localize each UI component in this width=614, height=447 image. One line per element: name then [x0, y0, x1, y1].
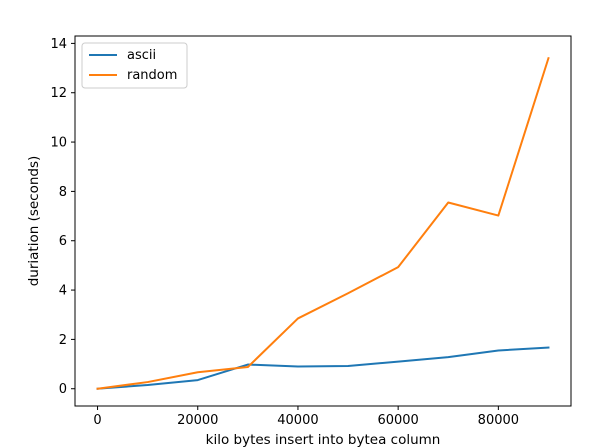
- y-tick-label: 8: [59, 185, 67, 200]
- y-axis-ticks: 0 2 4 6 8 10 12 14: [50, 37, 75, 397]
- plot-area: [75, 36, 571, 406]
- y-tick-label: 10: [50, 136, 67, 151]
- x-axis-label: kilo bytes insert into bytea column: [206, 432, 441, 447]
- legend: ascii random: [81, 42, 188, 89]
- x-axis-ticks: 0 20000 40000 60000 80000: [93, 406, 519, 428]
- x-tick-label: 80000: [478, 413, 519, 428]
- x-tick-label: 20000: [177, 413, 218, 428]
- legend-label-random: random: [127, 68, 177, 83]
- y-tick-label: 6: [59, 234, 67, 249]
- y-axis-label: duriation (seconds): [26, 156, 42, 287]
- x-tick-label: 60000: [377, 413, 418, 428]
- x-tick-label: 0: [93, 413, 101, 428]
- series-layer: [96, 56, 550, 390]
- y-tick-label: 0: [59, 382, 67, 397]
- y-tick-label: 2: [59, 333, 67, 348]
- legend-label-ascii: ascii: [127, 48, 156, 63]
- y-tick-label: 14: [50, 37, 67, 52]
- plot-frame: [74, 35, 572, 407]
- series-line-random: [96, 56, 550, 390]
- x-tick-label: 40000: [277, 413, 318, 428]
- series-line-ascii: [96, 346, 550, 390]
- y-tick-label: 12: [50, 86, 67, 101]
- y-tick-label: 4: [59, 284, 67, 299]
